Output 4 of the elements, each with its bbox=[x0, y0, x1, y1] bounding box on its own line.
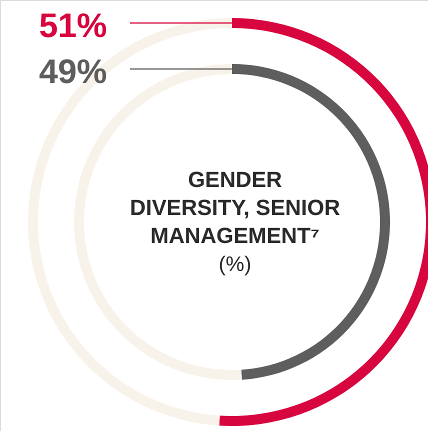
data-label: 49% bbox=[38, 53, 107, 91]
text: GENDER DIVERSITY, SENIOR MANAGEMENT⁷ bbox=[130, 167, 340, 248]
text: (%) bbox=[218, 253, 252, 276]
data-label: 51% bbox=[38, 7, 107, 45]
